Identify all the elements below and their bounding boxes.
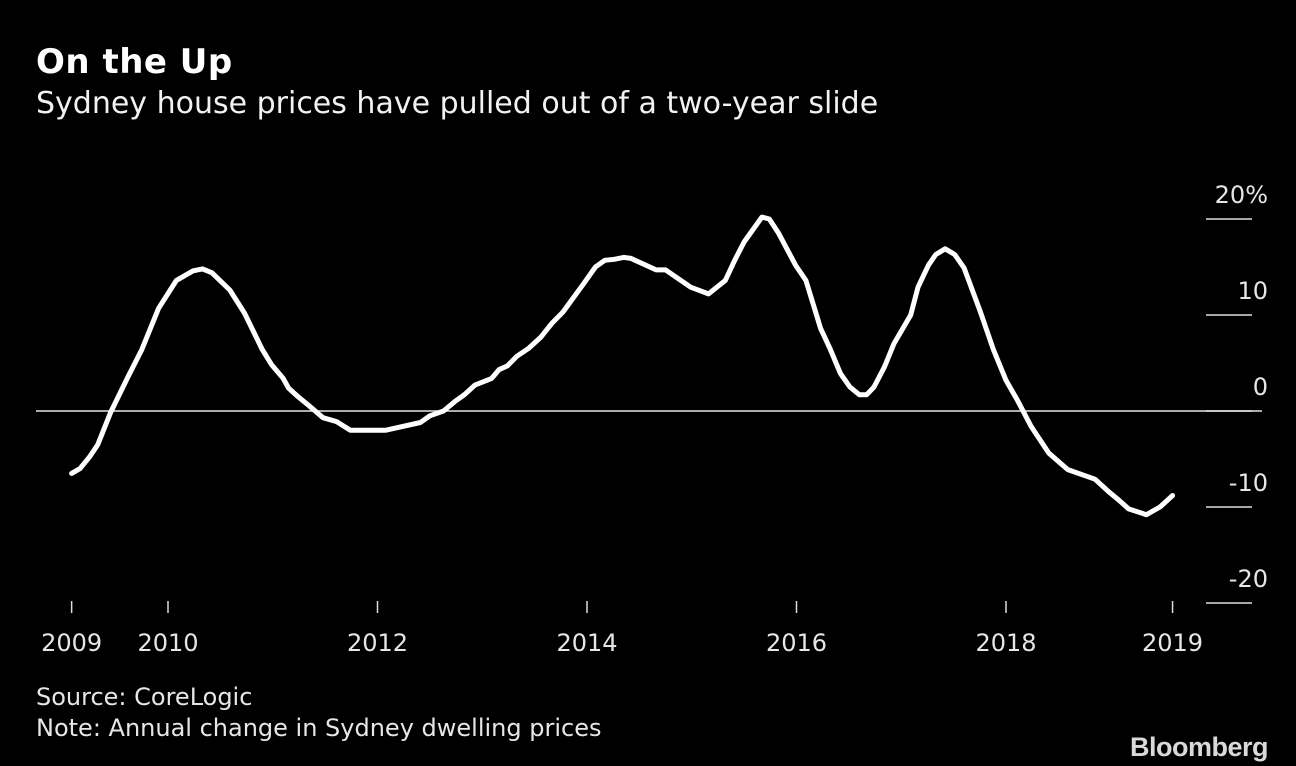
y-tick-label: -20 <box>1229 565 1268 593</box>
x-tick-label: 2012 <box>347 629 408 657</box>
y-tick-label: -10 <box>1229 469 1268 497</box>
x-tick-label: 2014 <box>556 629 617 657</box>
x-tick-label: 2016 <box>766 629 827 657</box>
x-tick-label: 2009 <box>41 629 102 657</box>
x-tick-label: 2018 <box>975 629 1036 657</box>
chart-subtitle: Sydney house prices have pulled out of a… <box>36 86 879 121</box>
chart-title: On the Up <box>36 42 233 82</box>
footnote: Note: Annual change in Sydney dwelling p… <box>36 714 602 742</box>
y-tick-label: 10 <box>1237 277 1268 305</box>
x-tick-label: 2010 <box>137 629 198 657</box>
series-line <box>69 214 1176 518</box>
y-axis: 20% 10 0 -10 -20 <box>1206 181 1268 604</box>
x-axis: 2009 2010 2012 2014 2016 2018 2019 <box>41 601 1203 657</box>
y-tick-label: 0 <box>1253 373 1268 401</box>
x-tick-label: 2019 <box>1142 629 1203 657</box>
bloomberg-logo: Bloomberg <box>1129 732 1269 762</box>
source-note: Source: CoreLogic <box>36 683 253 711</box>
y-tick-label: 20% <box>1215 181 1268 209</box>
